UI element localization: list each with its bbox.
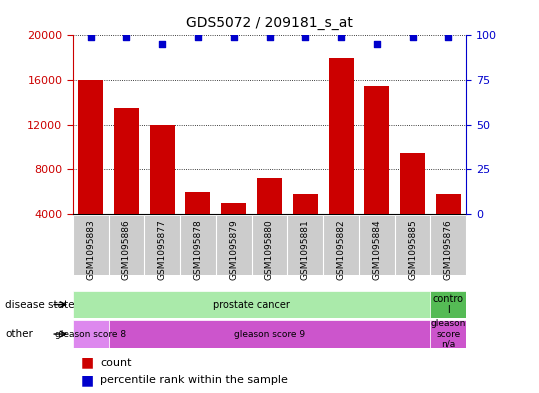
Bar (185, 192, 211, 214)
Text: GSM1095880: GSM1095880 (265, 219, 274, 280)
Bar (221, 203, 246, 214)
Point (122, 34, 131, 40)
Bar (364, 86, 389, 214)
Bar (114, 108, 139, 214)
Point (265, 34, 274, 40)
Text: GSM1095876: GSM1095876 (444, 219, 453, 280)
Text: GSM1095882: GSM1095882 (336, 219, 345, 280)
Point (301, 34, 309, 40)
Text: prostate cancer: prostate cancer (213, 299, 290, 310)
Bar (78, 80, 103, 214)
Text: gleason score 8: gleason score 8 (55, 330, 126, 338)
Text: GSM1095883: GSM1095883 (86, 219, 95, 280)
Point (337, 34, 345, 40)
Text: ■: ■ (81, 373, 94, 387)
Point (372, 41, 381, 48)
Bar (436, 194, 461, 214)
Point (194, 34, 202, 40)
Bar (329, 58, 354, 214)
Text: GSM1095877: GSM1095877 (158, 219, 167, 280)
Point (86, 34, 95, 40)
Text: gleason score 9: gleason score 9 (234, 330, 305, 338)
Text: GSM1095878: GSM1095878 (194, 219, 203, 280)
Point (158, 41, 167, 48)
Text: GDS5072 / 209181_s_at: GDS5072 / 209181_s_at (186, 16, 353, 30)
Text: disease state: disease state (5, 299, 75, 310)
Bar (431, 291, 466, 318)
Point (408, 34, 417, 40)
Point (444, 34, 453, 40)
Bar (431, 320, 466, 348)
Point (230, 34, 238, 40)
Bar (257, 178, 282, 214)
Text: GSM1095881: GSM1095881 (301, 219, 310, 280)
Bar (108, 320, 431, 348)
Bar (293, 194, 318, 214)
Bar (73, 320, 108, 348)
Text: contro
l: contro l (433, 294, 464, 315)
Text: other: other (5, 329, 33, 339)
Text: GSM1095879: GSM1095879 (229, 219, 238, 280)
Text: GSM1095885: GSM1095885 (408, 219, 417, 280)
Text: GSM1095886: GSM1095886 (122, 219, 131, 280)
Bar (150, 125, 175, 214)
Bar (400, 153, 425, 214)
Text: percentile rank within the sample: percentile rank within the sample (100, 375, 288, 385)
Text: ■: ■ (81, 356, 94, 369)
Text: count: count (100, 358, 132, 367)
Text: gleason
score
n/a: gleason score n/a (431, 319, 466, 349)
Text: GSM1095884: GSM1095884 (372, 219, 381, 280)
